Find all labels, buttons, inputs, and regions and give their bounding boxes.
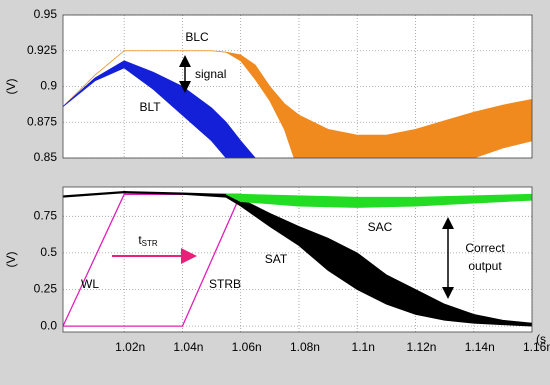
- y-tick-label: 0.5: [40, 245, 57, 259]
- x-tick-label: 1.08n: [290, 340, 320, 354]
- signal-band: [225, 193, 532, 208]
- y-tick-label: 0.0: [40, 318, 57, 332]
- signal-band: [63, 50, 532, 158]
- y-axis-label: (V): [4, 79, 18, 95]
- series-label: BLT: [139, 100, 161, 114]
- series-label: STRB: [209, 277, 241, 291]
- y-axis-label: (V): [4, 252, 18, 268]
- x-tick-label: 1.16n: [523, 340, 550, 354]
- annotation: tSTR: [138, 233, 158, 248]
- y-tick-label: 0.85: [34, 150, 58, 164]
- x-tick-label: 1.04n: [173, 340, 203, 354]
- annotation: Correct: [465, 241, 505, 255]
- signal-line: [63, 194, 242, 327]
- annotation-main: t: [138, 233, 142, 247]
- y-tick-label: 0.75: [34, 208, 58, 222]
- x-tick-label: 1.1n: [352, 340, 375, 354]
- annotation: output: [468, 259, 502, 273]
- y-tick-label: 0.25: [34, 282, 58, 296]
- y-tick-label: 0.875: [27, 114, 57, 128]
- series-label: SAT: [265, 252, 288, 266]
- plot-marks: [63, 50, 532, 158]
- series-label: SAC: [368, 220, 393, 234]
- series-label: WL: [81, 277, 99, 291]
- plot-frame: [62, 186, 533, 333]
- signal-band: [63, 190, 532, 327]
- signal-band: [63, 60, 256, 158]
- x-tick-label: 1.06n: [232, 340, 262, 354]
- x-axis-label: (s: [536, 332, 546, 346]
- plot-marks: [63, 190, 532, 327]
- annotation-sub: STR: [142, 239, 158, 248]
- y-tick-label: 0.95: [34, 7, 58, 21]
- x-tick-label: 1.14n: [465, 340, 495, 354]
- plot-frame: [62, 14, 533, 159]
- series-label: BLC: [185, 30, 209, 44]
- y-tick-label: 0.9: [40, 79, 57, 93]
- y-tick-label: 0.925: [27, 43, 57, 57]
- x-tick-label: 1.02n: [115, 340, 145, 354]
- annotation: signal: [195, 67, 226, 81]
- signal-bg: [192, 66, 232, 82]
- x-tick-label: 1.12n: [406, 340, 436, 354]
